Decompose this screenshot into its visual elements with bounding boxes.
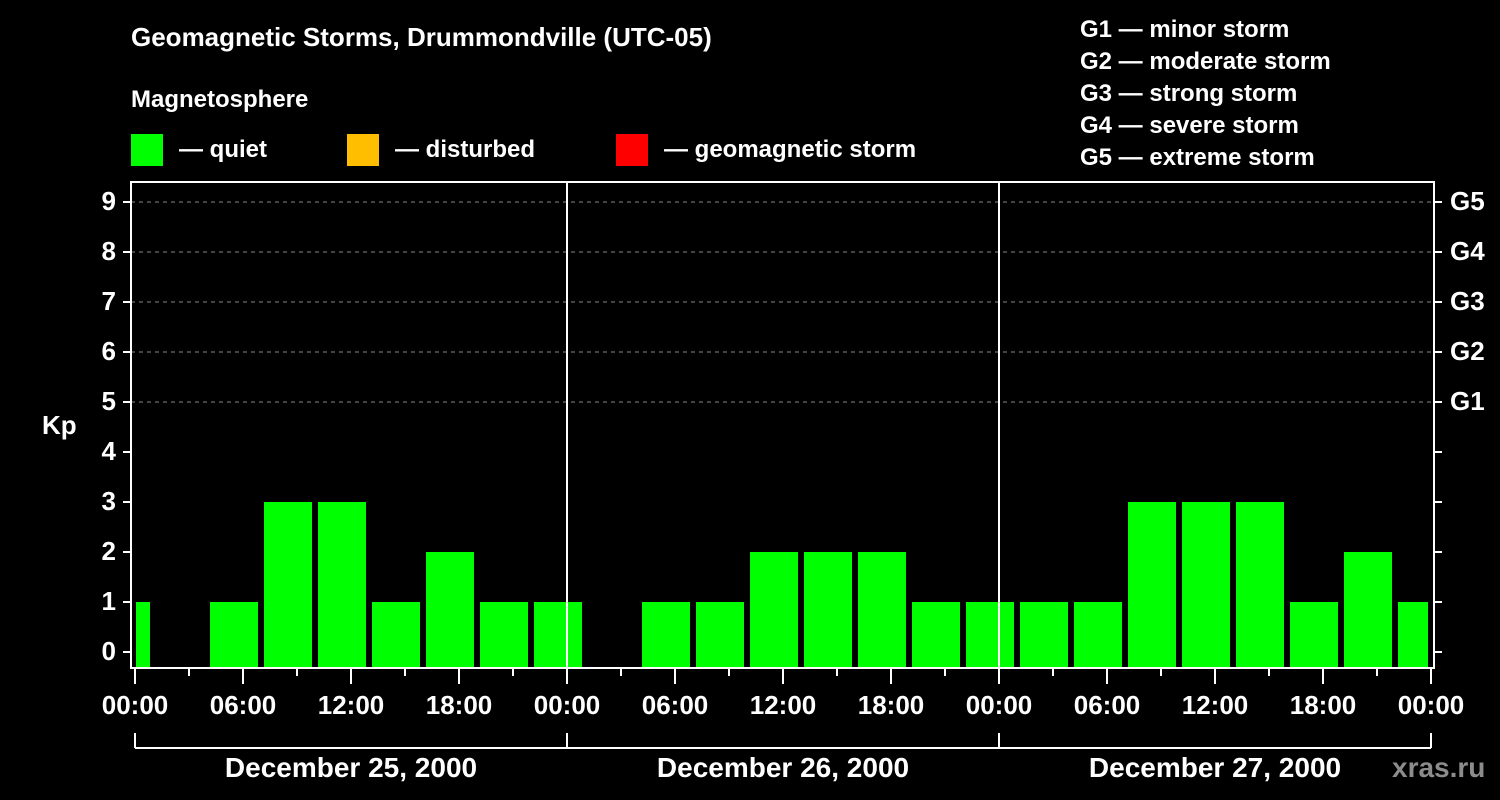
kp-bar xyxy=(318,502,366,668)
kp-bar xyxy=(426,552,474,668)
kp-bar xyxy=(1290,602,1338,668)
storm-swatch-icon xyxy=(616,134,648,166)
quiet-swatch-icon xyxy=(131,134,163,166)
x-tick-label: 18:00 xyxy=(1289,690,1357,720)
x-tick-label: 06:00 xyxy=(1073,690,1141,720)
kp-bar xyxy=(1020,602,1068,668)
g3-legend: G3 — strong storm xyxy=(1080,80,1298,107)
g-tick-label: G5 xyxy=(1450,186,1485,216)
x-tick-label: 06:00 xyxy=(641,690,709,720)
y-axis-label: Kp xyxy=(42,410,77,440)
kp-bar xyxy=(1128,502,1176,668)
y-tick-label: 2 xyxy=(101,536,116,566)
y-tick-label: 6 xyxy=(101,336,116,366)
x-tick-label: 06:00 xyxy=(209,690,277,720)
y-tick-label: 9 xyxy=(101,186,116,216)
g-tick-label: G3 xyxy=(1450,286,1485,316)
watermark: xras.ru xyxy=(1392,752,1486,783)
x-tick-label: 18:00 xyxy=(857,690,925,720)
kp-bar xyxy=(264,502,312,668)
x-tick-label: 12:00 xyxy=(1181,690,1249,720)
x-tick-label: 12:00 xyxy=(749,690,817,720)
kp-bar xyxy=(1182,502,1230,668)
g-scale-legend: G1 — minor storm G2 — moderate storm G3 … xyxy=(1080,14,1331,174)
legend-storm: — geomagnetic storm xyxy=(616,134,916,166)
g4-legend: G4 — severe storm xyxy=(1080,112,1299,139)
x-tick-label: 12:00 xyxy=(317,690,385,720)
kp-bar xyxy=(642,602,690,668)
g-tick-label: G1 xyxy=(1450,386,1485,416)
y-tick-label: 0 xyxy=(101,636,116,666)
x-tick-label: 00:00 xyxy=(1397,690,1465,720)
kp-bar xyxy=(534,602,582,668)
y-tick-label: 4 xyxy=(101,436,116,466)
kp-bar xyxy=(966,602,1014,668)
x-tick-label: 00:00 xyxy=(965,690,1033,720)
legend-quiet: — quiet xyxy=(131,134,267,166)
kp-bar xyxy=(1074,602,1122,668)
y-tick-label: 3 xyxy=(101,486,116,516)
y-tick-label: 8 xyxy=(101,236,116,266)
legend-disturbed-label: — disturbed xyxy=(395,136,536,163)
day-label: December 25, 2000 xyxy=(224,752,478,783)
legend-subtitle: Magnetosphere xyxy=(131,86,309,113)
day-label: December 27, 2000 xyxy=(1088,752,1342,783)
kp-bar xyxy=(696,602,744,668)
kp-bar xyxy=(1398,602,1428,668)
legend-disturbed: — disturbed xyxy=(347,134,535,166)
kp-bar xyxy=(804,552,852,668)
y-tick-label: 7 xyxy=(101,286,116,316)
kp-bar xyxy=(136,602,150,668)
g1-legend: G1 — minor storm xyxy=(1080,16,1290,43)
kp-bar xyxy=(750,552,798,668)
y-tick-label: 5 xyxy=(101,386,116,416)
kp-bar xyxy=(858,552,906,668)
g2-legend: G2 — moderate storm xyxy=(1080,48,1331,75)
legend-storm-label: — geomagnetic storm xyxy=(664,136,917,163)
chart-title: Geomagnetic Storms, Drummondville (UTC-0… xyxy=(131,22,712,52)
x-tick-label: 00:00 xyxy=(533,690,601,720)
kp-bar xyxy=(480,602,528,668)
day-label: December 26, 2000 xyxy=(656,752,910,783)
kp-bar xyxy=(912,602,960,668)
kp-bar xyxy=(1344,552,1392,668)
kp-bar xyxy=(1236,502,1284,668)
x-tick-label: 00:00 xyxy=(101,690,169,720)
g-tick-label: G4 xyxy=(1450,236,1485,266)
g-tick-label: G2 xyxy=(1450,336,1485,366)
y-tick-label: 1 xyxy=(101,586,116,616)
kp-bar xyxy=(372,602,420,668)
x-tick-label: 18:00 xyxy=(425,690,493,720)
g5-legend: G5 — extreme storm xyxy=(1080,144,1315,171)
legend-quiet-label: — quiet xyxy=(179,136,267,163)
kp-bar xyxy=(210,602,258,668)
disturbed-swatch-icon xyxy=(347,134,379,166)
